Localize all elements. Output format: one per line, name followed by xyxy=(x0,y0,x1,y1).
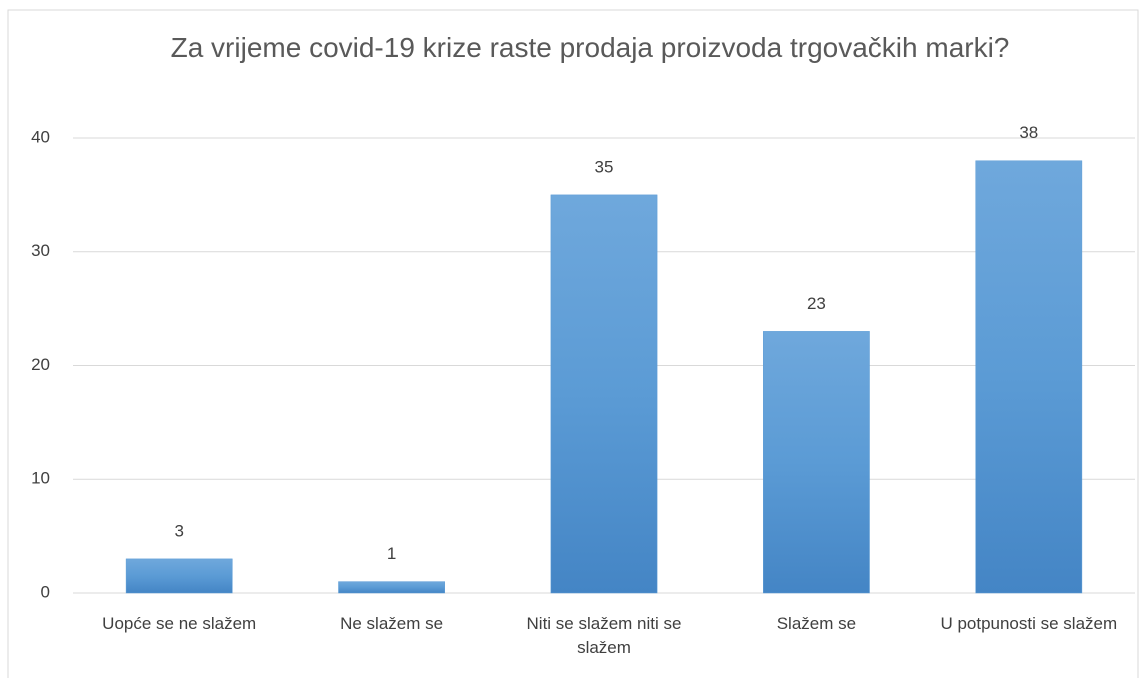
bar xyxy=(338,581,445,594)
y-tick-label: 40 xyxy=(31,127,50,146)
chart-border xyxy=(7,9,1139,678)
data-label: 35 xyxy=(595,157,614,176)
bar xyxy=(550,194,658,594)
x-tick-label: Uopće se ne slažem xyxy=(102,614,257,633)
data-label: 38 xyxy=(1019,123,1038,142)
bar xyxy=(975,160,1083,594)
chart-title: Za vrijeme covid-19 krize raste prodaja … xyxy=(170,32,1010,63)
y-tick-label: 20 xyxy=(31,355,50,374)
x-tick-label: Ne slažem se xyxy=(340,614,444,633)
bar xyxy=(763,331,870,594)
y-tick-label: 0 xyxy=(41,582,50,601)
x-tick-label: Slažem se xyxy=(776,614,857,633)
y-tick-label: 30 xyxy=(31,241,50,260)
data-label: 23 xyxy=(807,294,826,313)
x-tick-label: U potpunosti se slažem xyxy=(940,614,1118,633)
data-label: 1 xyxy=(387,544,396,563)
x-tick-label: Niti se slažem niti se slažem xyxy=(526,614,682,657)
data-label: 3 xyxy=(174,521,183,540)
bar xyxy=(125,558,233,594)
y-tick-label: 10 xyxy=(31,469,50,488)
